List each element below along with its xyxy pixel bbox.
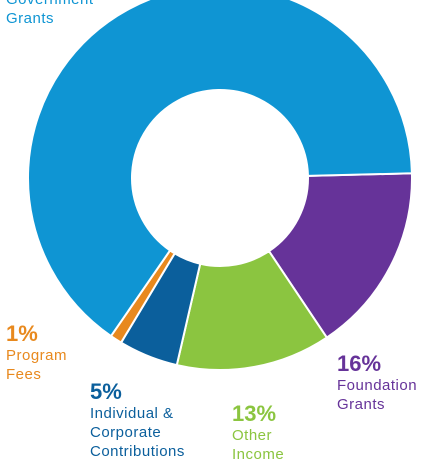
- slice-percent: 5%: [90, 379, 122, 404]
- label-government-grants: Government Grants: [6, 0, 94, 28]
- label-program-fees: 1% Program Fees: [6, 322, 67, 384]
- label-individual-corporate: 5% Individual & Corporate Contributions: [90, 380, 185, 461]
- slice-percent: 1%: [6, 321, 38, 346]
- donut-slice-found: [267, 172, 413, 339]
- slice-name-line: Program: [6, 347, 68, 364]
- slice-name-line: Fees: [6, 366, 42, 383]
- donut-slice-gov: [27, 0, 413, 338]
- slice-name-line: Foundation: [337, 377, 418, 394]
- label-other-income: 13% Other Income: [232, 402, 284, 464]
- slice-percent: 16%: [337, 351, 382, 376]
- slice-name-line: Grants: [6, 10, 55, 27]
- slice-percent: 13%: [232, 401, 277, 426]
- slice-name-line: Income: [232, 446, 285, 463]
- label-foundation-grants: 16% Foundation Grants: [337, 352, 417, 414]
- slice-name-line: Contributions: [90, 443, 185, 460]
- slice-name-line: Grants: [337, 396, 386, 413]
- slice-name-line: Government: [6, 0, 94, 9]
- slice-name-line: Other: [232, 427, 273, 444]
- slice-name-line: Individual &: [90, 405, 174, 422]
- slice-name-line: Corporate: [90, 424, 162, 441]
